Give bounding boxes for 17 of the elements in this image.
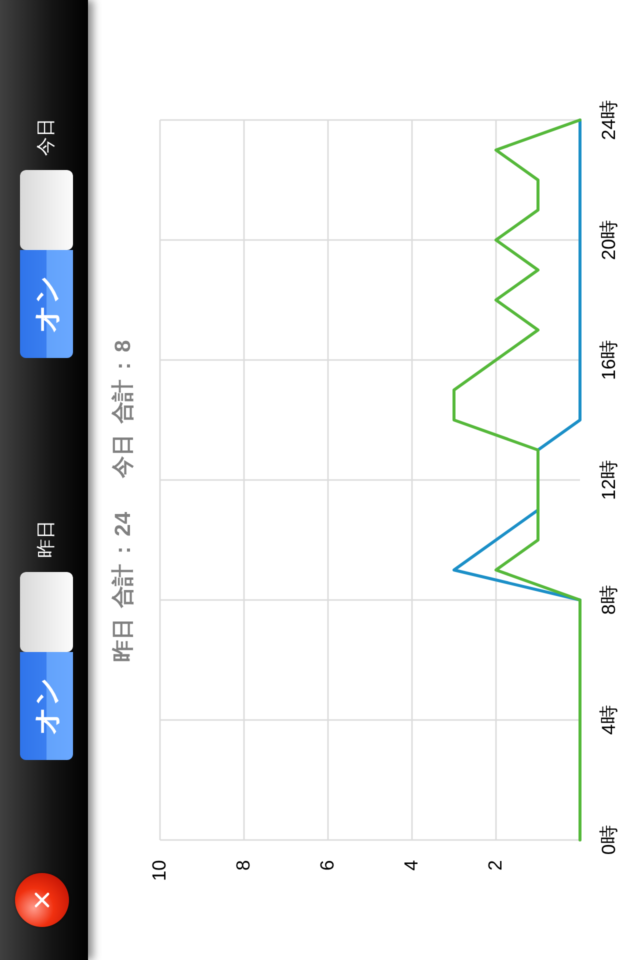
y-tick-label: 24時 [599, 100, 620, 140]
y-tick-label: 8時 [599, 585, 620, 615]
line-series [452, 118, 582, 842]
x-tick-label: 8 [234, 860, 254, 871]
y-tick-label: 0時 [599, 825, 620, 855]
y-tick-label: 4時 [599, 705, 620, 735]
text: 昨日 [36, 520, 58, 558]
text: 昨日 合計 : 24 [110, 512, 136, 662]
text: 今日 [36, 118, 58, 156]
y-tick-label: 16時 [599, 340, 620, 380]
y-tick-label: 12時 [599, 460, 620, 500]
x-tick-label: 10 [150, 860, 170, 882]
x-tick-label: 2 [486, 860, 506, 871]
x-tick-label: 4 [402, 860, 422, 871]
x-tick-label: 6 [318, 860, 338, 871]
text: 今日 合計 : 8 [110, 340, 136, 478]
y-tick-label: 20時 [599, 220, 620, 260]
